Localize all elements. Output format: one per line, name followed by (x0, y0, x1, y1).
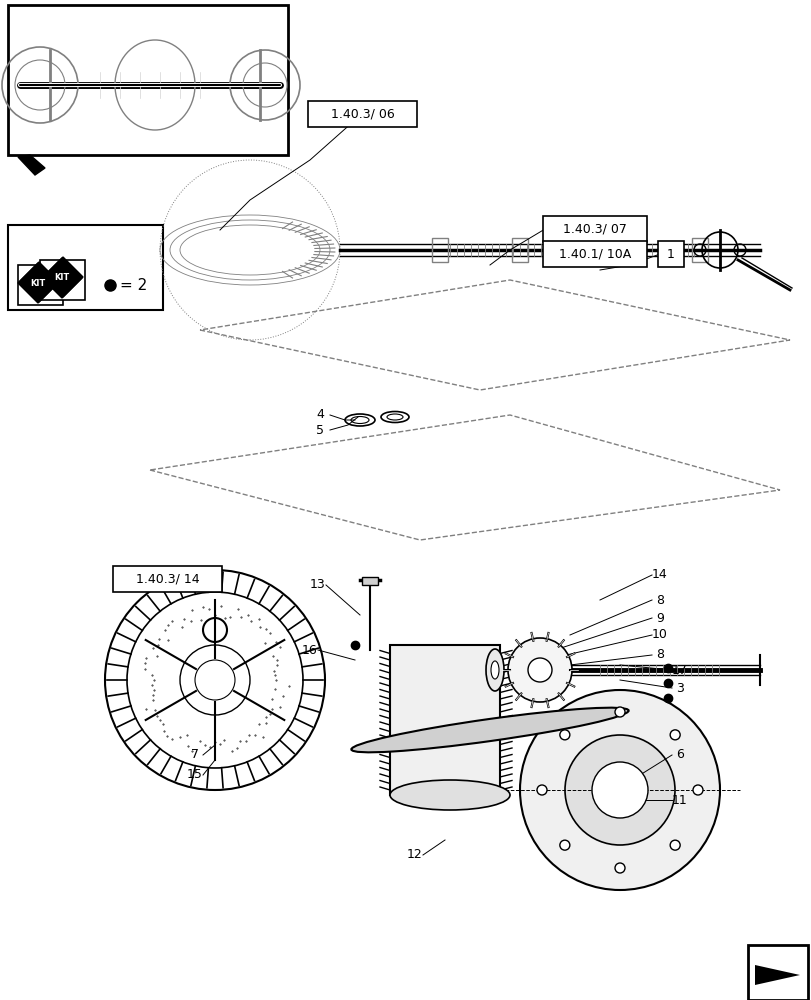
Circle shape (527, 658, 551, 682)
Text: KIT: KIT (54, 273, 70, 282)
Bar (747, 945, 807, 1000)
Text: 16: 16 (302, 644, 317, 656)
Text: 3: 3 (676, 682, 683, 694)
Polygon shape (42, 258, 82, 298)
FancyBboxPatch shape (307, 101, 417, 127)
Text: 1.40.1/ 10A: 1.40.1/ 10A (558, 247, 630, 260)
Text: 14: 14 (651, 568, 667, 582)
FancyBboxPatch shape (543, 241, 646, 267)
Circle shape (614, 863, 624, 873)
Bar (40, 260, 85, 300)
Circle shape (669, 840, 680, 850)
Circle shape (559, 840, 569, 850)
Circle shape (519, 690, 719, 890)
Ellipse shape (486, 649, 504, 691)
Circle shape (614, 707, 624, 717)
Ellipse shape (389, 780, 509, 810)
Text: 1.40.3/ 06: 1.40.3/ 06 (331, 108, 394, 121)
Bar (512, 238, 527, 262)
Circle shape (559, 730, 569, 740)
Circle shape (508, 638, 571, 702)
Circle shape (591, 762, 647, 818)
Text: 9: 9 (655, 611, 663, 624)
Polygon shape (43, 257, 83, 297)
Text: 15: 15 (187, 768, 203, 782)
Text: 4: 4 (315, 408, 324, 422)
Bar (389, 645, 500, 795)
Text: 12: 12 (406, 848, 423, 861)
Bar (431, 238, 448, 262)
Circle shape (692, 785, 702, 795)
Polygon shape (18, 263, 58, 303)
Polygon shape (19, 262, 59, 302)
Ellipse shape (491, 661, 499, 679)
FancyBboxPatch shape (113, 566, 221, 592)
Text: 13: 13 (310, 578, 325, 591)
Circle shape (536, 785, 547, 795)
Text: 8: 8 (655, 593, 663, 606)
Text: 11: 11 (672, 793, 687, 806)
Circle shape (669, 730, 680, 740)
Bar (362, 577, 378, 585)
Polygon shape (18, 155, 45, 175)
Text: 1: 1 (667, 247, 674, 260)
Bar (691, 238, 707, 262)
Circle shape (564, 735, 674, 845)
Bar (561, 238, 577, 262)
FancyBboxPatch shape (543, 216, 646, 242)
Text: 10: 10 (651, 628, 667, 642)
Ellipse shape (351, 708, 628, 752)
Bar (8, 225, 163, 310)
Polygon shape (754, 965, 799, 985)
Text: 1.40.3/ 14: 1.40.3/ 14 (136, 572, 200, 585)
Text: 5: 5 (315, 424, 324, 436)
Text: = 2: = 2 (120, 277, 147, 292)
Text: 17: 17 (672, 664, 687, 676)
Bar (8, 5, 288, 155)
Text: 7: 7 (191, 748, 199, 762)
FancyBboxPatch shape (657, 241, 683, 267)
Text: 6: 6 (676, 748, 683, 762)
Text: KIT: KIT (30, 278, 45, 288)
Text: 8: 8 (655, 648, 663, 662)
Bar (18, 265, 63, 305)
Text: 1.40.3/ 07: 1.40.3/ 07 (562, 223, 626, 236)
